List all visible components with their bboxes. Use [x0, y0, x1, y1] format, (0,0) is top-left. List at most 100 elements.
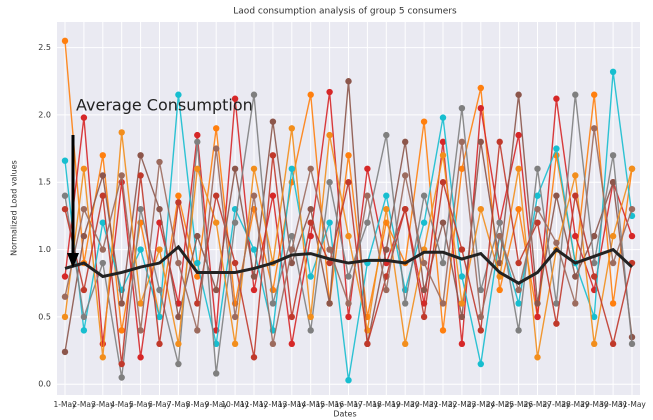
data-point	[99, 219, 107, 226]
data-point	[420, 192, 428, 199]
data-point	[609, 152, 617, 159]
data-point	[420, 118, 428, 125]
x-tick-label: 23-May	[467, 400, 495, 409]
x-tick-label: 25-May	[505, 400, 533, 409]
data-point	[496, 286, 503, 294]
data-point	[477, 327, 484, 334]
data-point	[326, 88, 333, 96]
data-point	[99, 192, 107, 199]
data-point	[383, 131, 390, 139]
data-point	[156, 313, 163, 321]
data-point	[99, 259, 107, 267]
x-tick-label: 12-May	[259, 400, 287, 409]
data-point	[288, 259, 295, 267]
data-point	[515, 91, 522, 98]
data-point	[477, 313, 484, 321]
x-tick-label: 15-May	[316, 400, 344, 409]
data-point	[326, 246, 333, 253]
data-point	[326, 300, 333, 307]
data-point	[99, 354, 107, 361]
data-point	[80, 313, 88, 321]
data-point	[307, 165, 314, 172]
data-point	[231, 259, 239, 267]
data-point	[137, 172, 144, 179]
data-point	[439, 179, 447, 186]
data-point	[326, 219, 333, 226]
data-point	[439, 327, 447, 334]
data-point	[345, 376, 352, 384]
x-tick-label: 2-May	[72, 400, 96, 409]
data-point	[137, 152, 144, 159]
data-point	[534, 192, 541, 199]
data-point	[326, 259, 333, 267]
data-point	[420, 219, 428, 226]
data-point	[364, 219, 371, 226]
data-point	[572, 300, 579, 307]
data-point	[137, 205, 144, 213]
data-point	[609, 259, 617, 267]
data-point	[420, 313, 428, 321]
data-point	[420, 259, 428, 267]
x-tick-label: 26-May	[524, 400, 552, 409]
data-point	[439, 259, 447, 267]
data-point	[439, 219, 447, 226]
data-point	[439, 152, 447, 159]
x-tick-label: 4-May	[110, 400, 134, 409]
annotation-arrowhead	[67, 253, 79, 268]
data-point	[156, 158, 163, 166]
data-point	[458, 165, 466, 172]
data-point	[572, 91, 579, 98]
data-point	[534, 165, 541, 172]
data-point	[231, 165, 239, 172]
data-point	[364, 192, 371, 199]
x-tick-label: 7-May	[167, 400, 191, 409]
data-point	[534, 219, 541, 226]
x-tick-label: 6-May	[148, 400, 172, 409]
data-point	[61, 37, 69, 45]
data-point	[194, 165, 201, 172]
data-point	[118, 360, 125, 368]
data-point	[534, 313, 541, 321]
x-tick-label: 8-May	[186, 400, 210, 409]
y-axis-label: Normalized Load values	[10, 160, 19, 256]
data-point	[137, 327, 144, 334]
x-tick-label: 28-May	[561, 400, 589, 409]
data-point	[458, 313, 466, 321]
data-point	[137, 246, 144, 253]
data-point	[156, 340, 163, 348]
data-point	[345, 179, 352, 186]
data-point	[553, 300, 560, 307]
data-point	[175, 91, 182, 98]
data-point	[458, 300, 466, 307]
data-point	[628, 205, 636, 213]
x-tick-label: 10-May	[221, 400, 249, 409]
data-point	[250, 192, 258, 199]
data-point	[213, 219, 220, 226]
data-point	[609, 179, 617, 186]
data-point	[609, 300, 617, 307]
data-point	[383, 286, 390, 294]
data-point	[156, 246, 163, 253]
x-tick-label: 11-May	[240, 400, 268, 409]
data-point	[307, 327, 314, 334]
data-point	[534, 300, 541, 307]
data-point	[250, 286, 258, 294]
data-point	[61, 348, 69, 356]
data-point	[175, 340, 182, 348]
x-tick-label: 16-May	[335, 400, 363, 409]
data-point	[80, 286, 88, 294]
x-tick-label: 9-May	[205, 400, 229, 409]
data-point	[250, 273, 258, 280]
data-point	[288, 313, 295, 321]
data-point	[628, 340, 636, 348]
data-point	[345, 232, 352, 240]
data-point	[307, 205, 314, 213]
data-point	[628, 165, 636, 172]
data-point	[269, 118, 277, 125]
x-tick-label: 24-May	[486, 400, 514, 409]
data-point	[477, 138, 484, 146]
data-point	[591, 125, 598, 132]
data-point	[364, 165, 371, 172]
data-point	[477, 84, 484, 92]
data-point	[118, 374, 125, 381]
